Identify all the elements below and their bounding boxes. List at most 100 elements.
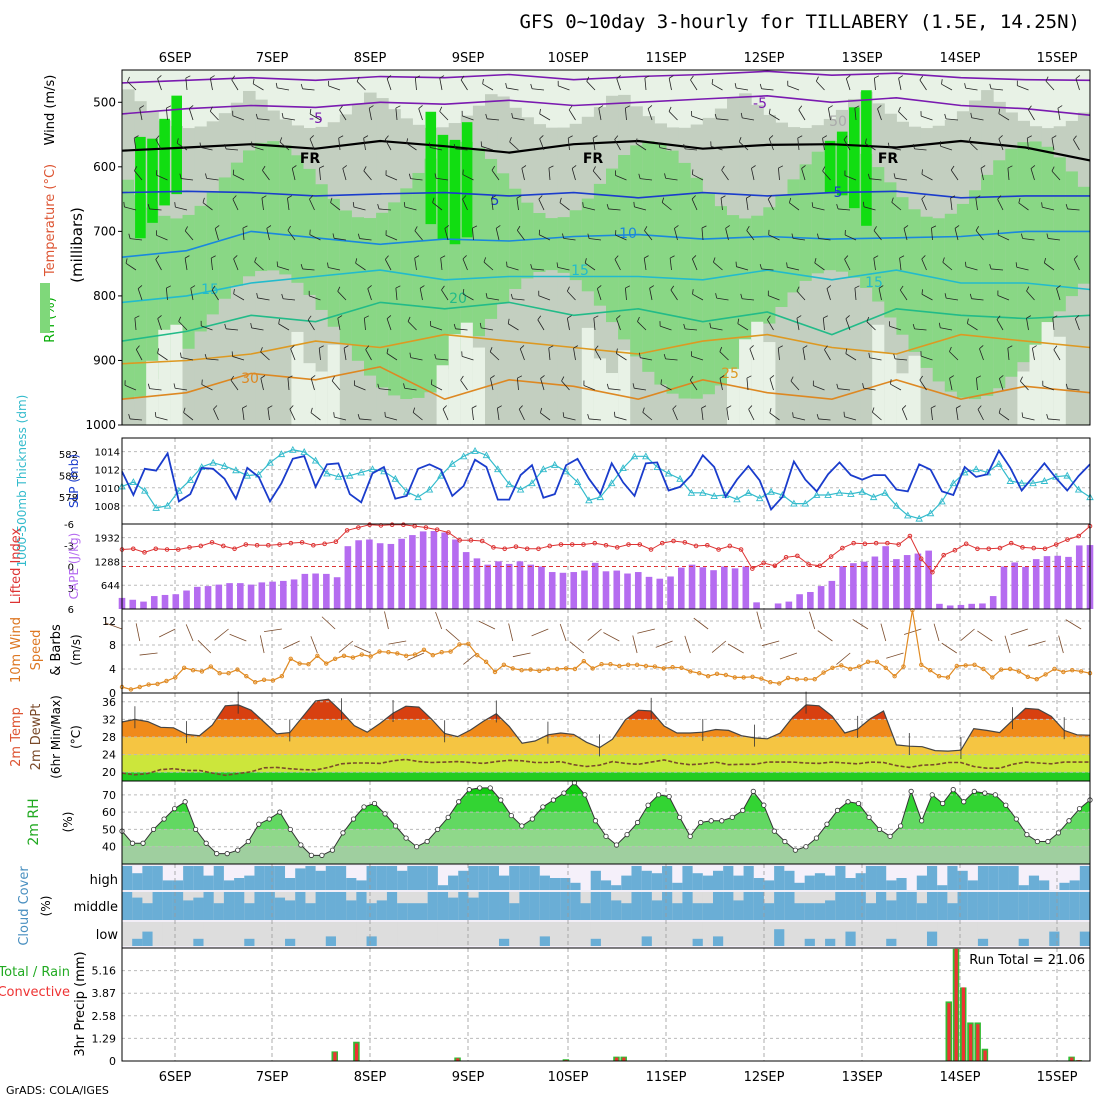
thickness-point [1006, 477, 1015, 484]
wind-point [830, 665, 835, 670]
wind-barb-flag [930, 405, 936, 409]
wind-point [332, 656, 338, 661]
wind-barb-flag [412, 407, 416, 413]
date-tick-label: 15SEP [1037, 1070, 1078, 1085]
cloud-cell [1049, 892, 1060, 920]
wind-barb-flag [826, 285, 832, 289]
cloud-cell-bg [672, 866, 683, 890]
rh-dry-pocket [327, 344, 341, 425]
cloud-cell [254, 892, 266, 920]
thickness-point [277, 450, 286, 458]
wind-barb [644, 78, 647, 91]
cloud-cell-bg [285, 922, 296, 946]
wind-barb-flag [644, 75, 650, 79]
thickness-point [1063, 471, 1071, 479]
wind-barb-flag [174, 202, 176, 208]
wind-barb [701, 408, 704, 421]
wind-barb-flag [330, 197, 333, 203]
date-tick-label: 13SEP [842, 1070, 883, 1085]
wind-barb [1026, 318, 1029, 331]
wind-barb [558, 85, 570, 91]
top-date-axis: 6SEP 7SEP 8SEP 9SEP 10SEP 11SEP 12SEP 13SEP 14SE… [159, 51, 1078, 66]
wind-barb-flag [874, 75, 880, 79]
wind-barb-flag [989, 264, 992, 270]
wind-barb-flag [568, 135, 573, 139]
wind-barb [185, 78, 188, 91]
cloud-cell [733, 875, 744, 890]
rh-dry-pocket [751, 321, 764, 425]
wind-barb [233, 293, 245, 301]
thickness-point [699, 488, 707, 496]
thickness-point [266, 458, 274, 466]
cloud-cell [488, 866, 500, 890]
wind-barb-flag [649, 285, 655, 289]
cloud-cell [794, 903, 806, 920]
surface-wind-barb [880, 623, 887, 642]
surface-wind-barb [478, 620, 496, 630]
wind-barb [914, 328, 927, 331]
rh-dry-pocket [606, 373, 619, 425]
wind-barb-flag [429, 142, 431, 148]
rh-moist-band [1005, 148, 1018, 377]
rh-moist-band [884, 182, 897, 318]
cloud-cell [234, 892, 245, 920]
cape-bar [409, 535, 416, 609]
slp-tick-label: 1012 [95, 466, 120, 477]
wind-barb-flag [867, 173, 870, 179]
wind-barb [257, 297, 270, 301]
wind-barb-flag [811, 202, 814, 208]
temp-band [122, 737, 1090, 755]
wind-barb-flag [441, 285, 445, 291]
cloud-cell [193, 866, 204, 890]
date-tick-label: 7SEP [256, 51, 289, 66]
cloud-cell [346, 878, 357, 890]
wind-barb [642, 412, 653, 421]
rh-moist-band [315, 184, 329, 310]
wind-barb [616, 318, 621, 331]
wind-point [643, 663, 649, 669]
rh-point [729, 814, 735, 820]
rh-dry-pocket [146, 360, 159, 425]
wind-barb [921, 258, 927, 271]
thickness-point [311, 456, 320, 464]
wind-barb [691, 355, 704, 361]
cloud-cell [264, 866, 276, 890]
wind-barb [414, 258, 417, 271]
wind-barb-flag [409, 352, 412, 358]
wind-barb-flag [300, 83, 303, 89]
wind-point [448, 649, 453, 654]
surface-wind-barb [214, 628, 229, 641]
cape-bar [667, 576, 674, 609]
rh-point [929, 792, 935, 798]
wind-point [776, 681, 782, 686]
wind-barb-flag [668, 75, 674, 79]
wind-barb [395, 108, 398, 121]
wind-barb [404, 387, 417, 391]
cloud-cell [763, 880, 775, 890]
axis-label: & Barbs [49, 624, 64, 676]
lifted-point [524, 546, 530, 552]
wind-barb [490, 378, 494, 391]
wind-point [1052, 666, 1057, 672]
wind-barb [548, 168, 551, 181]
wind-barb [1018, 202, 1029, 211]
wind-barb-flag [482, 78, 484, 85]
wind-barb [869, 178, 882, 181]
wind-point [270, 678, 276, 683]
wind-barb-flag [1045, 76, 1049, 82]
wind-barb [430, 325, 443, 331]
wind-barb [971, 117, 984, 121]
wind-point [741, 675, 746, 680]
wind-barb-flag [822, 166, 826, 172]
wind-barb [214, 228, 219, 241]
cloud-cell-bg [376, 922, 388, 946]
wind-barb [761, 88, 774, 91]
surface-wind-barb [852, 619, 869, 630]
surface-wind-barb [684, 635, 691, 654]
surface-wind-barb [933, 623, 940, 642]
lifted-point [446, 530, 451, 535]
rh-point [792, 847, 798, 853]
thickness-point [926, 509, 935, 517]
lifted-point [367, 522, 372, 528]
cloud-cell [631, 892, 643, 920]
